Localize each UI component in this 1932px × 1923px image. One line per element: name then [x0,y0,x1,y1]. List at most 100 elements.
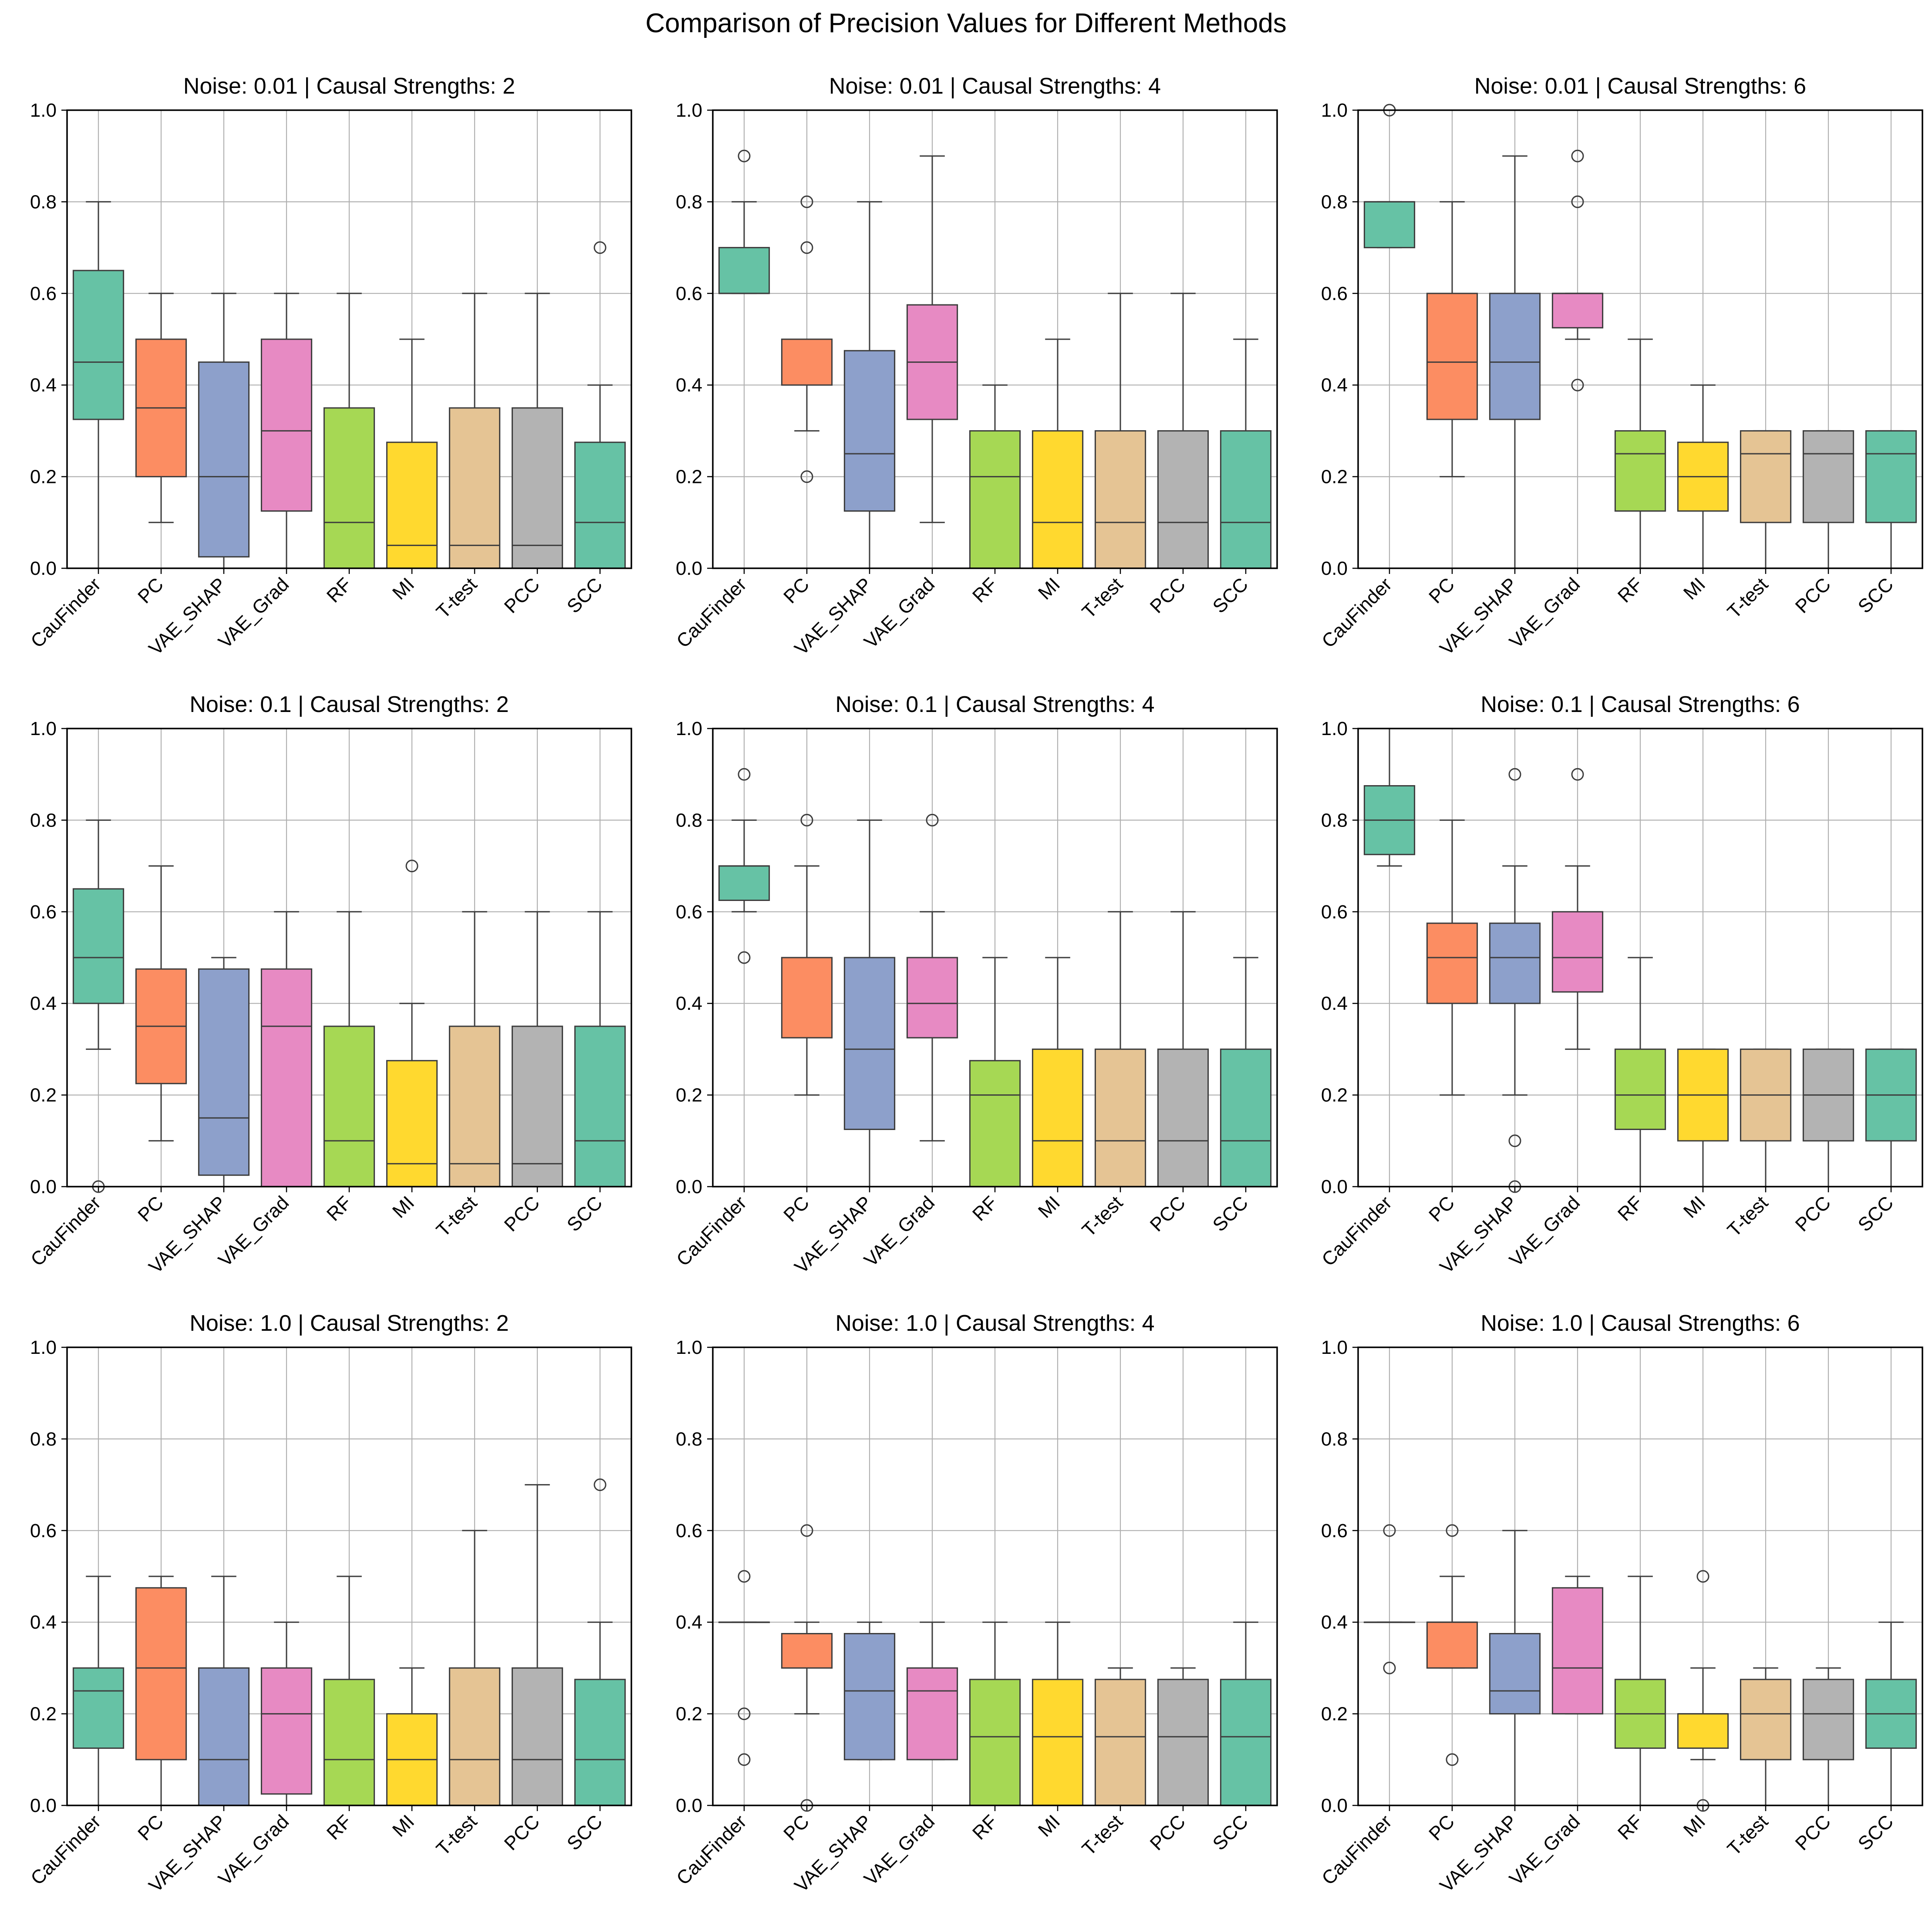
box-caufinder [72,819,125,1193]
outlier-point [593,1478,607,1491]
axes-frame [66,728,632,1188]
x-tick-label-rf: RF [1614,1192,1647,1225]
box-mi [1677,1570,1729,1812]
box-iqr [781,957,833,1039]
box-vae_grad [260,1621,313,1806]
x-tick-label-mi: MI [1034,1192,1064,1222]
box-t-test [448,293,501,569]
figure-title: Comparison of Precision Values for Diffe… [645,8,1287,38]
y-tick-label: 1.0 [30,718,57,739]
box-iqr [72,888,125,1004]
box-iqr [1489,922,1541,1004]
y-tick-label: 0.2 [676,1085,702,1106]
box-iqr [1551,1587,1604,1715]
box-rf [323,293,375,569]
x-tick-label-rf: RF [323,1811,356,1844]
y-tick-label: 0.6 [30,901,57,923]
box-iqr [1614,430,1666,512]
x-tick-label-scc: SCC [1854,1811,1898,1854]
subplot-5: Noise: 0.1 | Causal Strengths: 4 0.0 0.2 0.… [672,692,1278,1278]
x-tick-label-caufinder: CauFinder [27,1192,105,1270]
box-iqr [448,407,501,569]
box-iqr [386,1060,438,1188]
x-tick-label-pc: PC [779,1192,813,1226]
box-scc [1220,1621,1272,1806]
y-tick-label: 0.0 [676,1795,702,1816]
box-mi [1677,384,1729,569]
y-tick-label: 0.0 [1321,1176,1348,1198]
outlier-point [926,813,939,827]
box-pcc [1802,1667,1854,1806]
y-tick-label: 0.8 [676,810,702,831]
y-tick-label: 0.2 [1321,1704,1348,1725]
box-vae_shap [843,819,896,1188]
box-iqr [198,1667,250,1806]
x-tick-label-pcc: PCC [1791,1811,1835,1854]
box-iqr [906,957,958,1039]
box-vae_grad [1551,1576,1604,1715]
box-vae_shap [1489,1530,1541,1806]
box-iqr [1865,430,1917,523]
box-iqr [781,338,833,386]
y-tick-label: 0.2 [1321,1085,1348,1106]
y-tick-label: 0.4 [676,1612,702,1633]
box-rf [969,957,1021,1188]
box-caufinder [1363,728,1416,867]
subplot-title: Noise: 0.01 | Causal Strengths: 2 [183,74,515,99]
x-tick-label-rf: RF [323,1192,356,1225]
x-tick-label-mi: MI [1034,1811,1064,1841]
box-caufinder [1363,1524,1416,1674]
x-tick-label-pcc: PCC [1146,1811,1190,1854]
y-tick-label: 0.0 [1321,558,1348,579]
box-mi [1032,957,1084,1188]
box-rf [969,1621,1021,1806]
subplot-7: Noise: 1.0 | Causal Strengths: 2 0.0 0.2 0.… [27,1311,632,1896]
y-tick-label: 0.6 [1321,1520,1348,1542]
y-tick-label: 0.4 [30,993,57,1014]
x-tick-label-mi: MI [388,574,418,604]
box-t-test [1094,911,1146,1188]
subplot-8: Noise: 1.0 | Causal Strengths: 4 0.0 0.2 0.… [672,1311,1278,1896]
box-pc [1426,201,1478,478]
box-iqr [1740,430,1792,523]
box-iqr [323,407,375,569]
x-tick-label-scc: SCC [563,1192,607,1235]
x-tick-label-pc: PC [1425,1811,1459,1845]
y-tick-label: 0.2 [676,1704,702,1725]
subplot-9: Noise: 1.0 | Causal Strengths: 6 0.0 0.2 0.… [1318,1311,1923,1896]
box-vae_grad [260,911,313,1188]
y-tick-label: 0.6 [30,1520,57,1542]
box-vae_grad [1551,768,1604,1050]
y-tick-label: 0.8 [1321,810,1348,831]
box-vae_grad [906,155,958,523]
box-iqr [969,1679,1021,1806]
x-tick-label-rf: RF [968,1192,1001,1225]
outlier-point [593,241,607,254]
box-vae_shap [198,957,250,1188]
box-mi [386,1667,438,1806]
box-pc [135,293,187,523]
box-pc [135,1576,187,1806]
box-mi [1032,338,1084,569]
box-caufinder [72,1576,125,1806]
x-tick-label-pcc: PCC [500,1192,544,1235]
y-tick-label: 0.2 [30,1704,57,1725]
box-iqr [574,1679,626,1806]
x-tick-label-pcc: PCC [500,574,544,617]
box-iqr [1614,1048,1666,1130]
y-tick-label: 1.0 [30,100,57,121]
box-caufinder [718,768,770,964]
outlier-point [1446,1753,1459,1766]
x-tick-label-t-test: T-test [1078,1811,1127,1859]
box-iqr [969,1060,1021,1188]
box-vae_shap [1489,155,1541,569]
y-tick-label: 0.8 [1321,1428,1348,1450]
y-tick-label: 1.0 [1321,1337,1348,1358]
outlier-point [405,860,418,873]
box-vae_shap [843,201,896,569]
box-iqr [574,442,626,569]
box-iqr [1220,1048,1272,1188]
x-tick-label-caufinder: CauFinder [27,1811,105,1889]
